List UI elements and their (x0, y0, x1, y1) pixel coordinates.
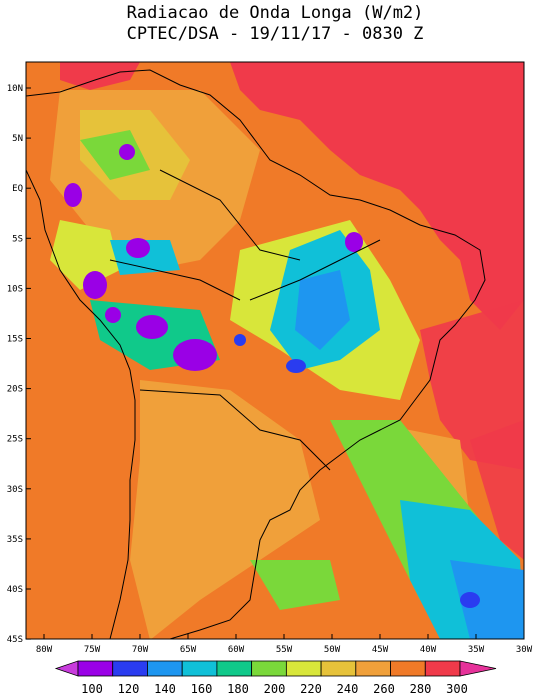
colorbar-swatch (390, 660, 426, 677)
lat-tick-label: 5N (12, 134, 23, 144)
colorbar-label: 160 (191, 682, 213, 696)
colorbar-label: 240 (337, 682, 359, 696)
lon-tick-label: 55W (276, 645, 293, 655)
lon-tick-label: 50W (324, 645, 341, 655)
colorbar-swatch (181, 660, 218, 677)
colorbar-label: 280 (410, 682, 432, 696)
lat-tick-label: 20S (7, 385, 23, 395)
lat-tick-label: 40S (7, 585, 23, 595)
colorbar-label: 200 (264, 682, 286, 696)
lat-tick-label: 30S (7, 485, 23, 495)
colorbar-label: 140 (154, 682, 176, 696)
colorbar-swatch (112, 660, 148, 677)
colorbar-label: 300 (446, 682, 468, 696)
lon-tick-label: 70W (132, 645, 149, 655)
longitude-axis: 80W 75W 70W 65W 60W 55W 50W 45W 40W 35W 30W (36, 634, 533, 655)
colorbar-right-arrow (459, 660, 497, 677)
colorbar: 100 120 140 160 180 200 220 240 260 280 300 (54, 660, 497, 696)
lat-tick-label: 5S (12, 234, 23, 244)
colorbar-swatch (251, 660, 287, 677)
lon-tick-label: 80W (36, 645, 53, 655)
colorbar-label: 100 (81, 682, 103, 696)
lat-tick-label: 10S (7, 284, 23, 294)
colorbar-swatch (424, 660, 461, 677)
lon-tick-label: 60W (228, 645, 245, 655)
lon-tick-label: 45W (372, 645, 389, 655)
lat-tick-label: EQ (12, 184, 23, 194)
olr-field (26, 62, 524, 639)
colorbar-swatch (355, 660, 391, 677)
colorbar-label: 180 (227, 682, 249, 696)
plot-frame (25, 61, 525, 640)
map-title: Radiacao de Onda Longa (W/m2) (126, 3, 424, 23)
lon-tick-label: 75W (84, 645, 101, 655)
lat-tick-label: 10N (7, 84, 23, 94)
lon-tick-label: 40W (420, 645, 437, 655)
lat-tick-label: 15S (7, 335, 23, 345)
colorbar-left-arrow (54, 660, 79, 677)
latitude-axis: 10N 5N EQ 5S 10S 15S 20S 25S 30S 35S 40S 45S (7, 84, 31, 645)
colorbar-label: 220 (300, 682, 322, 696)
colorbar-swatch (147, 660, 183, 677)
colorbar-swatch (285, 660, 322, 677)
lon-tick-label: 65W (180, 645, 197, 655)
colorbar-swatch (77, 660, 114, 677)
map-subtitle: CPTEC/DSA - 19/11/17 - 0830 Z (126, 24, 424, 44)
lat-tick-label: 45S (7, 635, 23, 645)
coastlines (26, 69, 486, 639)
colorbar-swatch (216, 660, 253, 677)
lat-tick-label: 35S (7, 535, 23, 545)
colorbar-label: 260 (373, 682, 395, 696)
colorbar-label: 120 (118, 682, 140, 696)
lon-tick-label: 30W (516, 645, 533, 655)
lat-tick-label: 25S (7, 435, 23, 445)
lon-tick-label: 35W (468, 645, 485, 655)
colorbar-swatch (320, 660, 357, 677)
